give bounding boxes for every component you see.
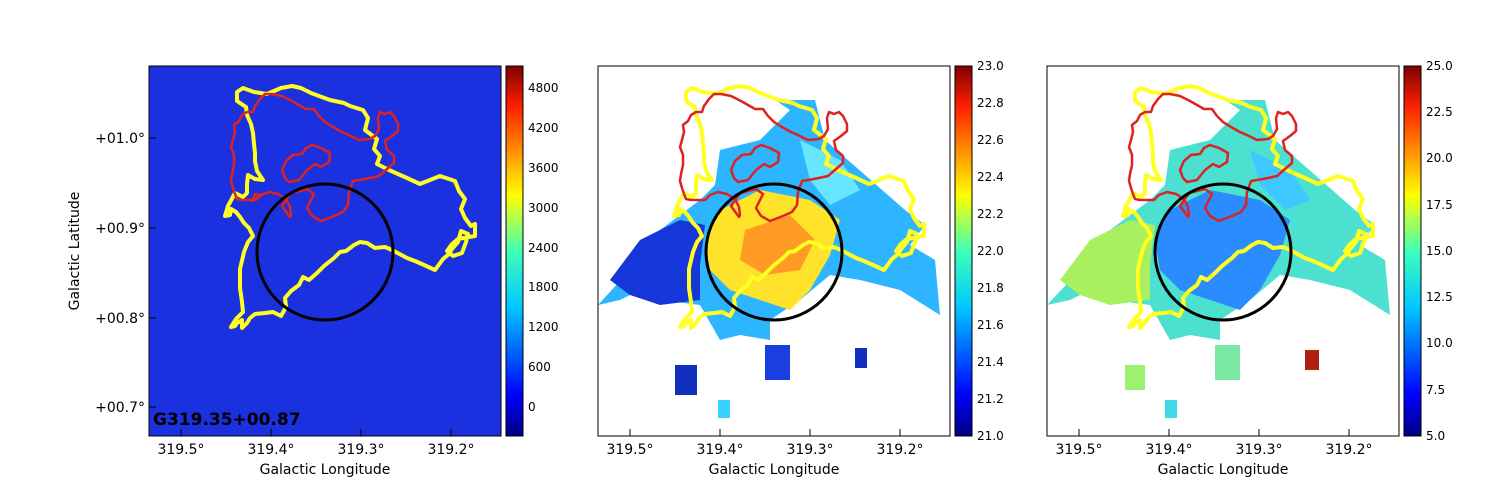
cb-tick-label: 22.5 [1426,105,1453,119]
x-tick-label: 319.3° [786,442,833,458]
colorbar-left-ticks: 4800 4200 3600 3000 2400 1800 1200 600 0 [528,81,559,414]
cb-tick-label: 2400 [528,241,559,255]
region-circle [704,182,844,322]
x-axis-middle: 319.5° 319.4° 319.3° 319.2° Galactic Lon… [606,429,924,478]
y-tick-label: +01.0° [95,131,145,147]
y-axis-label: Galactic Latitude [67,192,83,311]
colorbar-left: 4800 4200 3600 3000 2400 1800 1200 600 0 [505,65,559,437]
cb-tick-label: 12.5 [1426,290,1453,304]
panel-left-image [149,66,501,436]
x-axis-label: Galactic Longitude [709,462,840,478]
cb-tick-label: 0 [528,400,536,414]
y-tick-label: +00.8° [95,311,145,327]
colorbar-right: 25.0 22.5 20.0 17.5 15.0 12.5 10.0 7.5 5… [1403,59,1453,443]
panel-right-frame [1046,65,1400,437]
cb-tick-label: 21.4 [977,355,1004,369]
cb-tick-label: 22.4 [977,170,1004,184]
y-axis: +01.0° +00.9° +00.8° +00.7° Galactic Lat… [67,131,156,416]
x-tick-label: 319.3° [1235,442,1282,458]
cb-tick-label: 1800 [528,280,559,294]
x-tick-label: 319.2° [876,442,923,458]
cb-tick-label: 4800 [528,81,559,95]
cb-tick-label: 22.8 [977,96,1004,110]
x-tick-label: 319.4° [247,442,294,458]
colorbar-middle: 23.0 22.8 22.6 22.4 22.2 22.0 21.8 21.6 … [954,59,1004,443]
x-tick-label: 319.3° [337,442,384,458]
cb-tick-label: 1200 [528,320,559,334]
cb-tick-label: 21.6 [977,318,1004,332]
cb-tick-label: 5.0 [1426,429,1445,443]
cb-tick-label: 4200 [528,121,559,135]
x-tick-label: 319.5° [157,442,204,458]
cb-tick-label: 22.2 [977,207,1004,221]
region-circle [1153,182,1293,322]
x-tick-label: 319.4° [696,442,743,458]
cb-tick-label: 15.0 [1426,244,1453,258]
source-label: G319.35+00.87 [153,410,301,430]
panel-left-overlays [223,84,477,330]
x-axis-left: 319.5° 319.4° 319.3° 319.2° Galactic Lon… [157,429,475,478]
cb-tick-label: 21.0 [977,429,1004,443]
cb-tick-label: 10.0 [1426,336,1453,350]
panel-middle: 319.5° 319.4° 319.3° 319.2° Galactic Lon… [597,59,1004,478]
cb-tick-label: 21.2 [977,392,1004,406]
cb-tick-label: 600 [528,360,551,374]
x-tick-label: 319.5° [1055,442,1102,458]
panel-left: G319.35+00.87 +01.0° +00.9° +00.8° +00.7… [67,65,559,478]
x-tick-label: 319.5° [606,442,653,458]
x-tick-label: 319.2° [1325,442,1372,458]
panel-right: 319.5° 319.4° 319.3° 319.2° Galactic Lon… [1046,59,1453,478]
panel-middle-frame [597,65,951,437]
red-contour [229,92,400,223]
panel-left-frame [148,65,502,437]
x-axis-right: 319.5° 319.4° 319.3° 319.2° Galactic Lon… [1055,429,1373,478]
y-tick-label: +00.9° [95,221,145,237]
red-contour [678,92,849,223]
panel-right-image [1047,84,1390,418]
cb-tick-label: 22.6 [977,133,1004,147]
panel-middle-image [598,84,940,418]
cb-tick-label: 20.0 [1426,151,1453,165]
y-tick-label: +00.7° [95,400,145,416]
cb-tick-label: 21.8 [977,281,1004,295]
cb-tick-label: 25.0 [1426,59,1453,73]
cb-tick-label: 3600 [528,161,559,175]
cb-tick-label: 7.5 [1426,383,1445,397]
x-axis-label: Galactic Longitude [1158,462,1289,478]
cb-tick-label: 22.0 [977,244,1004,258]
cb-tick-label: 3000 [528,201,559,215]
red-contour [1127,92,1298,223]
x-axis-label: Galactic Longitude [260,462,391,478]
x-tick-label: 319.2° [427,442,474,458]
cb-tick-label: 17.5 [1426,198,1453,212]
x-tick-label: 319.4° [1145,442,1192,458]
cb-tick-label: 23.0 [977,59,1004,73]
region-circle [255,182,395,322]
